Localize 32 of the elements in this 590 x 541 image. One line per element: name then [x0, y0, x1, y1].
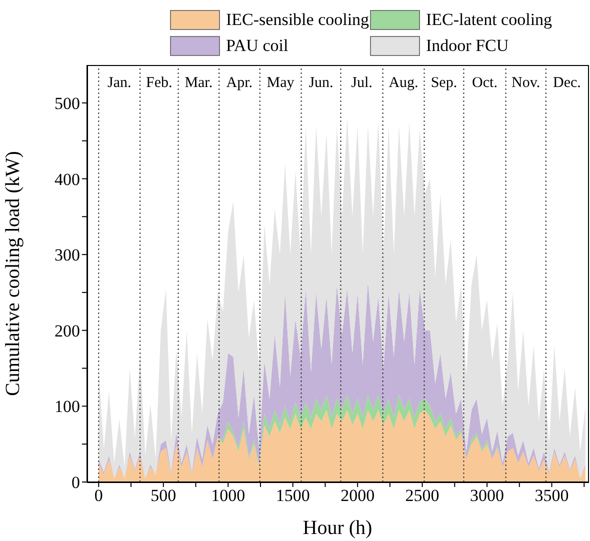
- legend-label: IEC-sensible cooling: [226, 10, 370, 30]
- ref-line-label: Apr.: [226, 75, 253, 91]
- ref-line-label: Jan.: [107, 75, 132, 91]
- y-tick-label: 400: [54, 170, 80, 189]
- ref-line-label: Dec.: [553, 75, 581, 91]
- ref-line-label: Sep.: [430, 75, 458, 91]
- x-axis-title: Hour (h): [302, 517, 372, 539]
- y-tick-label: 0: [72, 473, 80, 492]
- legend-label: PAU coil: [226, 36, 288, 56]
- ref-line-label: Nov.: [512, 75, 540, 91]
- ref-line-label: Jul.: [351, 75, 372, 91]
- y-axis-title: Cumulative cooling load (kW): [2, 151, 24, 396]
- ref-line-label: May: [266, 75, 295, 91]
- legend-label: IEC-latent cooling: [426, 10, 552, 30]
- ref-line-label: Aug.: [388, 75, 418, 91]
- x-tick-label: 2000: [340, 486, 375, 506]
- y-tick-label: 300: [54, 246, 80, 265]
- x-tick-label: 2500: [405, 486, 440, 506]
- x-tick-label: 1000: [211, 486, 246, 506]
- ref-line-label: Feb.: [146, 75, 172, 91]
- y-tick-label: 500: [54, 94, 80, 113]
- x-tick-label: 3500: [534, 486, 569, 506]
- x-tick-label: 500: [150, 486, 176, 506]
- ref-line-label: Mar.: [184, 75, 213, 91]
- legend-label: Indoor FCU: [426, 36, 509, 56]
- ref-line-label: Jun.: [308, 75, 334, 91]
- ref-line-label: Oct.: [472, 75, 498, 91]
- x-tick-label: 0: [94, 486, 103, 506]
- x-tick-label: 1500: [276, 486, 310, 506]
- y-tick-label: 100: [54, 397, 80, 416]
- y-tick-label: 200: [54, 321, 80, 340]
- x-tick-label: 3000: [470, 486, 504, 506]
